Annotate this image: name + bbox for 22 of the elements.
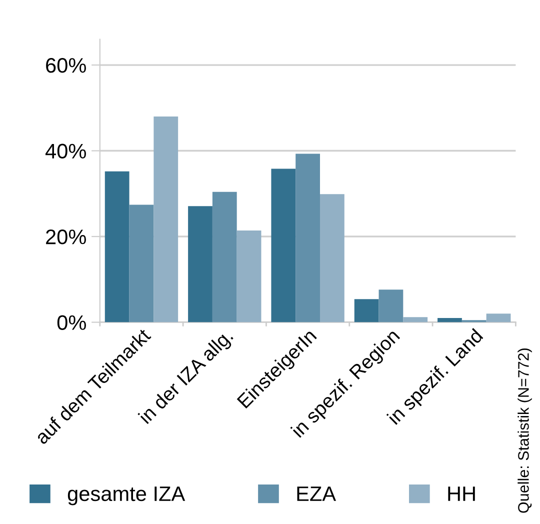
bar (236, 230, 262, 322)
bar (154, 116, 178, 322)
bar (271, 168, 296, 322)
legend-label: HH (448, 486, 475, 501)
bar (320, 194, 344, 322)
legend-label: gesamte IZA (68, 486, 186, 506)
y-tick-label: 20% (46, 230, 86, 244)
bar (486, 314, 511, 322)
bar (188, 206, 212, 322)
y-tick-label: 60% (46, 58, 86, 73)
bar (296, 154, 320, 322)
bar (438, 318, 462, 322)
bar (403, 317, 428, 322)
legend-label: EZA (297, 486, 336, 501)
source-note: Quelle: Statistik (N=772) (518, 348, 532, 513)
y-tick-label: 0% (57, 315, 86, 330)
bar (378, 290, 404, 322)
bar (104, 171, 130, 322)
y-tick-label: 40% (45, 144, 86, 159)
bar (354, 299, 379, 322)
bar (129, 204, 154, 322)
bar (212, 192, 237, 322)
